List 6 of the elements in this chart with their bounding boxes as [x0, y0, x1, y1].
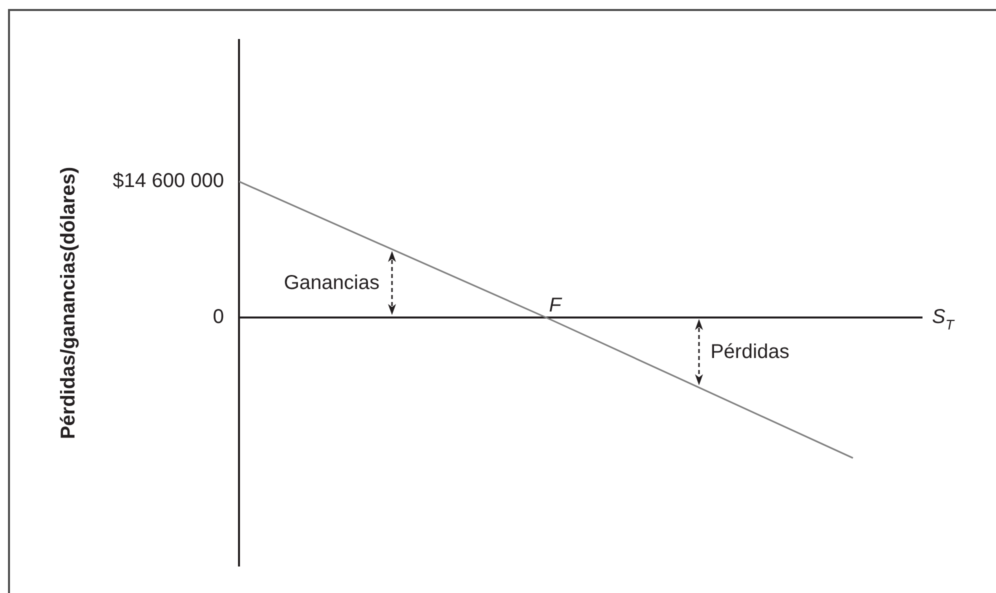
annotation: Ganancias — [284, 272, 380, 294]
annotation: Pérdidas — [710, 341, 790, 364]
y-axis-title: Pérdidas/ganancias(dólares) — [58, 166, 80, 440]
y-tick-label: 0 — [212, 306, 224, 328]
annotation: F — [548, 294, 563, 316]
y-tick-label: $14 600 000 — [112, 170, 224, 192]
